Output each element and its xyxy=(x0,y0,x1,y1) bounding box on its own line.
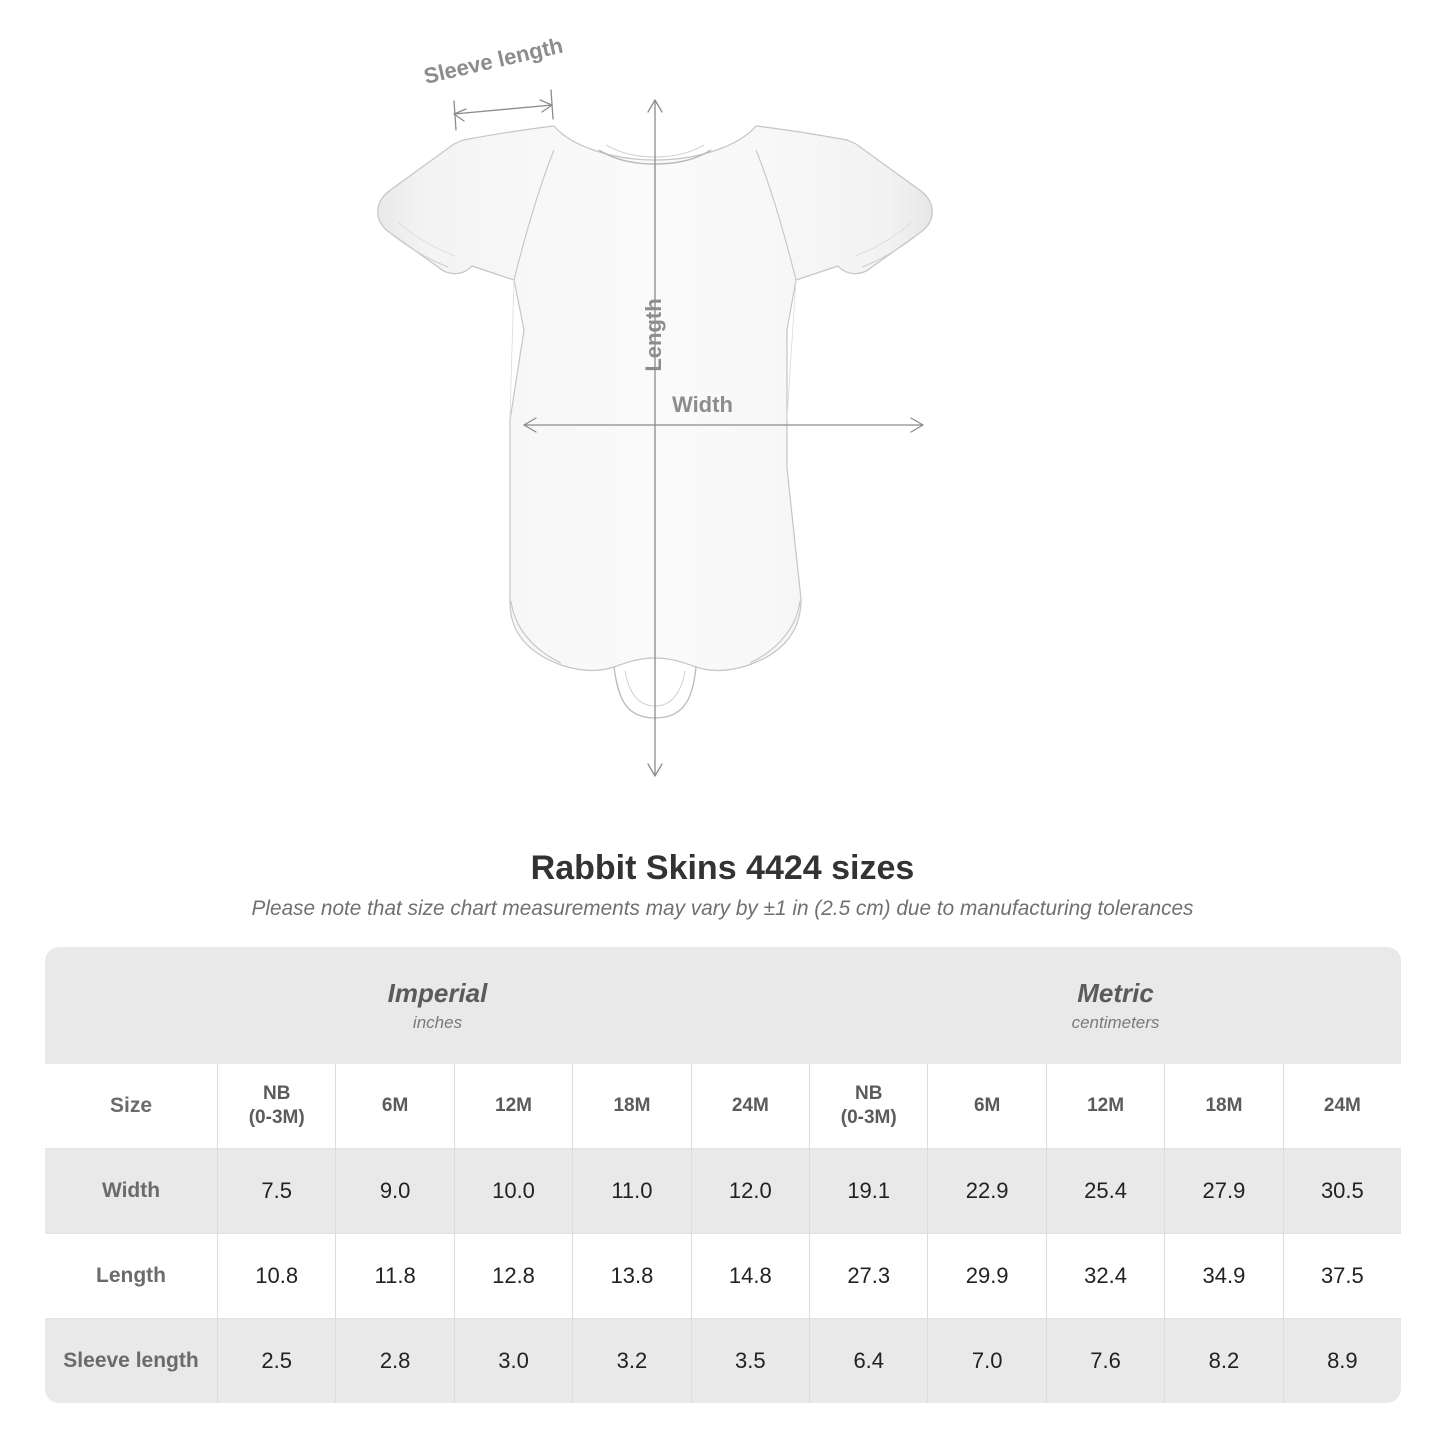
svg-text:Length: Length xyxy=(641,298,666,371)
svg-text:Sleeve length: Sleeve length xyxy=(421,33,565,89)
svg-text:Width: Width xyxy=(672,392,733,417)
